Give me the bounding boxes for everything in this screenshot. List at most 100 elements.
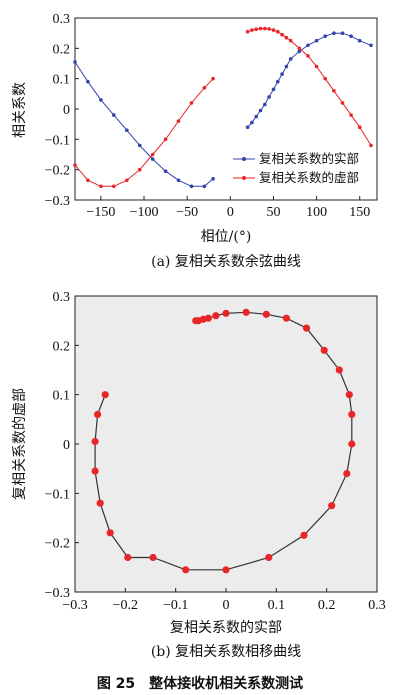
data-point bbox=[345, 391, 353, 399]
data-point-imag bbox=[189, 101, 194, 105]
data-point-imag bbox=[73, 163, 77, 167]
y-tick-label-b: −0.2 bbox=[45, 537, 70, 552]
chart-panel-b: −0.3 −0.2 −0.1 0 0.1 0.2 0.3 −0.3 −0.2 −0.1 0 0.1 0.… bbox=[11, 290, 386, 660]
data-point-real bbox=[306, 43, 310, 48]
data-point bbox=[222, 566, 230, 574]
data-point bbox=[282, 314, 290, 322]
data-point-imag bbox=[254, 27, 258, 32]
data-point-real bbox=[258, 108, 263, 113]
data-point-imag bbox=[271, 28, 276, 32]
data-point bbox=[96, 499, 104, 507]
data-point bbox=[348, 410, 356, 418]
x-tick-label-a: −100 bbox=[130, 205, 159, 220]
x-tick-label-b: −0.2 bbox=[113, 598, 138, 613]
data-point-real bbox=[340, 31, 345, 35]
data-point-imag bbox=[211, 76, 215, 81]
legend-marker-imag bbox=[242, 176, 246, 180]
data-point-real bbox=[314, 38, 319, 43]
legend-marker-real bbox=[242, 157, 246, 161]
x-tick-label-a: 50 bbox=[266, 205, 280, 220]
data-point bbox=[192, 317, 200, 325]
x-tick-label-a: −150 bbox=[86, 205, 115, 220]
data-point-real bbox=[189, 184, 194, 189]
data-point-imag bbox=[284, 35, 289, 40]
data-point-real bbox=[369, 43, 373, 48]
data-point bbox=[335, 366, 343, 374]
y-tick-label-b: 0.3 bbox=[53, 290, 71, 305]
y-axis-label-b: 复相关系数的虚部 bbox=[11, 388, 28, 500]
x-tick-label-b: 0.2 bbox=[318, 598, 336, 613]
x-tick-label-a: 0 bbox=[227, 205, 234, 220]
data-point-imag bbox=[332, 89, 336, 93]
data-point-imag bbox=[357, 125, 362, 129]
data-point-real bbox=[150, 157, 155, 161]
x-tick-label-a: 100 bbox=[306, 205, 327, 220]
data-point-imag bbox=[125, 178, 129, 183]
data-point-imag bbox=[349, 113, 353, 117]
data-point-imag bbox=[86, 178, 90, 183]
y-tick-label-a: 0.1 bbox=[53, 73, 71, 88]
data-point-imag bbox=[163, 137, 168, 142]
data-point bbox=[328, 502, 336, 510]
data-point-real bbox=[276, 79, 280, 84]
data-point-imag bbox=[288, 38, 293, 43]
data-point bbox=[242, 308, 250, 316]
data-point-real bbox=[99, 98, 103, 102]
x-tick-label-b: 0 bbox=[223, 598, 230, 613]
legend-label-real: 复相关系数的实部 bbox=[259, 151, 359, 166]
data-point-real bbox=[112, 113, 116, 117]
data-point bbox=[149, 553, 157, 562]
x-axis-label-a: 相位/(°) bbox=[201, 229, 252, 245]
data-point-real bbox=[73, 60, 77, 64]
y-tick-label-a: −0.2 bbox=[45, 164, 70, 179]
data-point-imag bbox=[306, 54, 310, 58]
data-point-real bbox=[349, 34, 353, 38]
y-tick-label-a: 0.3 bbox=[53, 12, 71, 27]
data-point-real bbox=[250, 120, 254, 125]
x-tick-label-a: 150 bbox=[349, 205, 370, 220]
legend-label-imag: 复相关系数的虚部 bbox=[259, 170, 359, 185]
data-point bbox=[262, 310, 270, 318]
data-point-real bbox=[176, 178, 181, 183]
data-point-imag bbox=[137, 167, 142, 172]
y-tick-label-b: 0.1 bbox=[53, 389, 71, 404]
x-tick-label-a: −50 bbox=[176, 205, 198, 220]
data-point-real bbox=[202, 184, 207, 189]
data-point-real bbox=[254, 114, 258, 119]
data-point bbox=[94, 410, 102, 418]
x-tick-label-b: 0.3 bbox=[368, 598, 386, 613]
data-point-imag bbox=[297, 46, 302, 51]
data-point-imag bbox=[314, 64, 319, 69]
x-tick-label-b: −0.3 bbox=[62, 598, 87, 613]
data-point bbox=[212, 312, 220, 320]
y-tick-label-b: −0.1 bbox=[45, 487, 70, 502]
data-point-imag bbox=[369, 143, 373, 148]
data-point-real bbox=[332, 31, 336, 35]
data-point-imag bbox=[276, 29, 280, 34]
data-point-real bbox=[280, 72, 284, 76]
data-point-real bbox=[271, 87, 276, 92]
caption-a: (a) 复相关系数余弦曲线 bbox=[151, 253, 301, 270]
data-point-imag bbox=[267, 27, 271, 31]
y-tick-label-b: −0.3 bbox=[45, 586, 70, 601]
data-point bbox=[106, 529, 114, 537]
data-point-imag bbox=[340, 101, 345, 105]
x-axis-label-b: 复相关系数的实部 bbox=[170, 619, 282, 636]
data-point-real bbox=[284, 64, 289, 69]
data-point-imag bbox=[245, 29, 250, 34]
data-point bbox=[101, 391, 109, 399]
data-point bbox=[300, 531, 308, 539]
legend-a: 复相关系数的实部 复相关系数的虚部 bbox=[233, 151, 359, 185]
data-point-real bbox=[211, 177, 215, 181]
data-point-real bbox=[297, 49, 302, 54]
series-line-real bbox=[247, 32, 372, 128]
x-tick-label-b: 0.1 bbox=[268, 598, 286, 613]
y-tick-label-a: 0 bbox=[63, 103, 70, 118]
data-point bbox=[91, 467, 99, 475]
data-point-real bbox=[163, 169, 168, 173]
data-point bbox=[222, 309, 230, 317]
data-point-real bbox=[323, 34, 328, 38]
data-point-real bbox=[267, 95, 271, 99]
data-point-imag bbox=[263, 26, 267, 31]
data-point bbox=[124, 553, 132, 562]
